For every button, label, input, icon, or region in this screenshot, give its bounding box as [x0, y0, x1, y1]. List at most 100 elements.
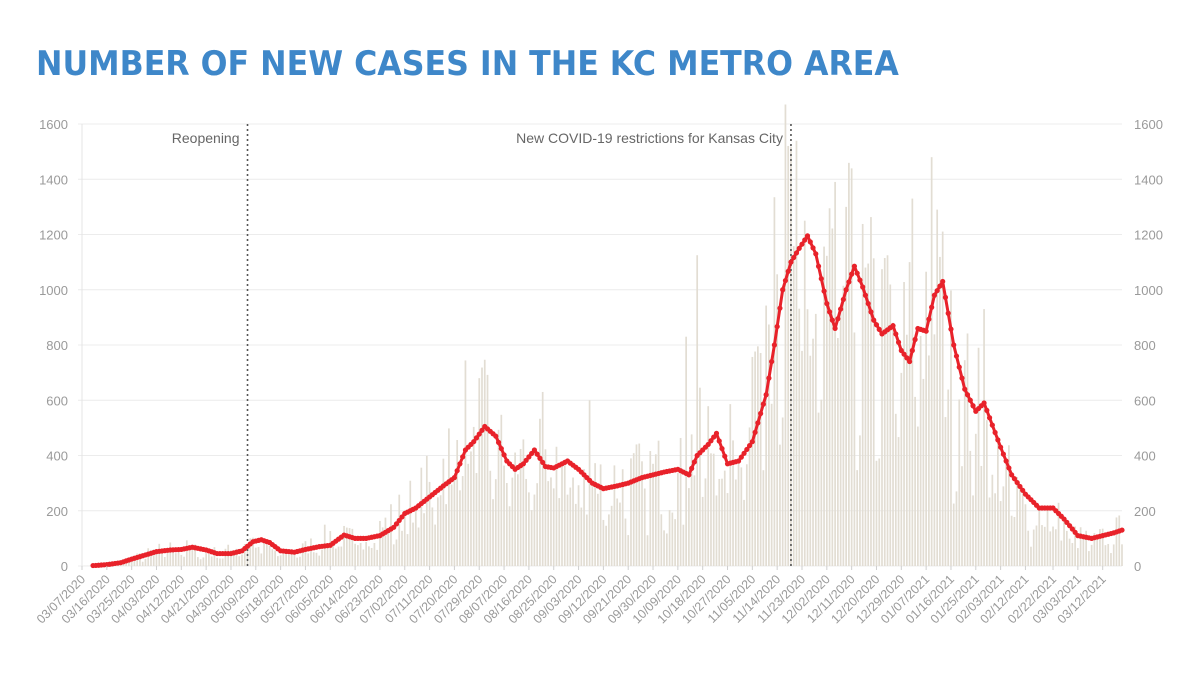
daily-case-bar: [781, 417, 784, 566]
daily-case-bar: [139, 553, 141, 566]
daily-case-bar: [467, 463, 470, 566]
daily-case-bar: [128, 562, 130, 566]
daily-case-bar: [414, 510, 417, 566]
daily-case-bar: [936, 209, 939, 566]
average-point: [840, 296, 846, 303]
daily-case-bar: [770, 403, 773, 566]
daily-case-bar: [340, 546, 343, 566]
daily-case-bar: [197, 557, 199, 566]
daily-case-bar: [853, 332, 856, 566]
average-point: [901, 351, 907, 357]
daily-case-bar: [318, 555, 321, 566]
daily-case-bar: [958, 399, 961, 566]
average-point: [934, 288, 940, 294]
average-point: [755, 420, 761, 426]
average-point: [711, 434, 717, 440]
daily-case-bar: [428, 481, 431, 566]
average-point: [929, 304, 935, 310]
daily-case-bar: [718, 478, 721, 566]
daily-case-bar: [917, 426, 919, 566]
daily-case-bar: [972, 495, 974, 566]
average-point: [868, 309, 874, 315]
average-point: [865, 300, 871, 307]
daily-case-bar: [798, 308, 801, 566]
daily-case-bar: [155, 549, 158, 566]
daily-case-bar: [191, 545, 194, 566]
daily-case-bar: [613, 465, 616, 566]
daily-case-bar: [1088, 551, 1090, 566]
daily-case-bar: [1118, 515, 1121, 566]
daily-case-bar: [928, 355, 930, 566]
daily-cases-bars: [83, 104, 1123, 567]
daily-case-bar: [682, 524, 685, 566]
daily-case-bar: [878, 458, 881, 566]
daily-case-bar: [594, 463, 596, 566]
average-point: [948, 326, 954, 332]
average-point: [735, 458, 742, 464]
daily-case-bar: [903, 282, 905, 566]
average-point: [986, 415, 993, 421]
daily-case-bar: [351, 528, 354, 566]
average-point: [780, 287, 786, 293]
daily-case-bar: [806, 309, 809, 566]
daily-case-bar: [519, 448, 522, 566]
daily-case-bar: [1101, 528, 1104, 566]
average-point: [763, 392, 769, 398]
daily-case-bar: [478, 378, 481, 566]
y-tick-label-right: 0: [1134, 559, 1141, 574]
daily-case-bar: [1024, 504, 1027, 566]
daily-case-bar: [632, 453, 635, 566]
daily-case-bar: [208, 553, 210, 566]
daily-case-bar: [348, 528, 351, 566]
daily-case-bar: [961, 466, 963, 566]
y-tick-label-left: 200: [46, 504, 68, 519]
daily-case-bar: [828, 208, 831, 566]
daily-case-bar: [856, 470, 859, 566]
daily-case-bar: [825, 255, 828, 566]
average-point: [862, 292, 869, 298]
average-point: [476, 431, 482, 437]
daily-case-bar: [1082, 538, 1085, 566]
daily-case-bar: [1093, 533, 1096, 566]
daily-case-bar: [511, 477, 514, 566]
daily-case-bar: [588, 400, 591, 566]
daily-case-bar: [370, 547, 373, 566]
daily-case-bar: [1110, 553, 1112, 566]
average-point: [912, 336, 918, 343]
daily-case-bar: [817, 412, 820, 566]
daily-case-bar: [848, 162, 850, 566]
average-point: [686, 472, 692, 478]
daily-case-bar: [279, 555, 282, 566]
daily-case-bar: [329, 531, 332, 566]
daily-case-bar: [434, 524, 436, 566]
daily-case-bar: [442, 458, 445, 566]
annotation-label: New COVID-19 restrictions for Kansas Cit…: [516, 130, 783, 146]
y-axis-left: 0 200 400 600 800 1000 1200 1400 1600: [39, 117, 68, 574]
daily-case-bar: [180, 554, 183, 566]
average-point: [741, 450, 747, 456]
daily-case-bar: [528, 492, 530, 566]
average-point: [473, 435, 480, 441]
daily-case-bar: [177, 550, 180, 566]
average-point: [520, 461, 526, 467]
daily-case-bar: [304, 541, 307, 566]
daily-case-bar: [503, 465, 505, 566]
average-point: [1017, 483, 1023, 490]
daily-case-bar: [395, 539, 398, 566]
average-point: [802, 237, 808, 243]
daily-case-bar: [552, 488, 555, 566]
average-point: [722, 453, 728, 459]
daily-case-bar: [566, 494, 569, 566]
average-point: [774, 323, 780, 330]
y-tick-label-right: 1600: [1134, 117, 1163, 132]
daily-case-bar: [762, 470, 765, 566]
daily-case-bar: [384, 517, 387, 566]
daily-case-bar: [925, 271, 927, 566]
daily-case-bar: [660, 514, 663, 566]
y-tick-label-left: 1400: [39, 172, 68, 187]
daily-case-bar: [185, 540, 188, 566]
average-point: [531, 447, 538, 453]
daily-case-bar: [312, 552, 315, 566]
daily-case-bar: [561, 466, 563, 566]
